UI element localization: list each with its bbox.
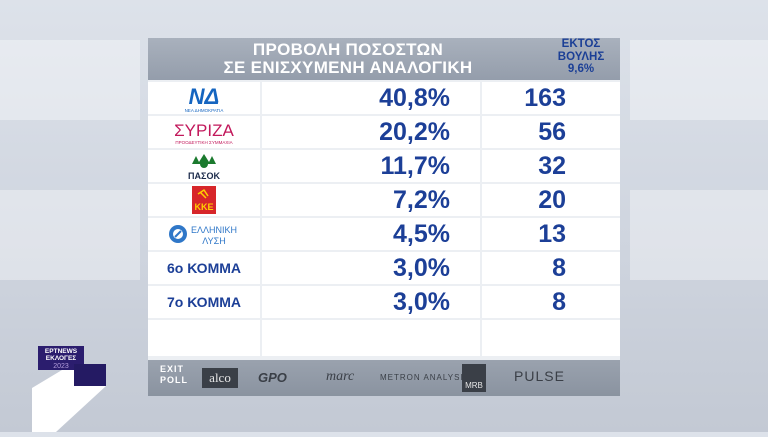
svg-text:ΛΥΣΗ: ΛΥΣΗ <box>202 236 225 246</box>
percentage-cell: 4,5% <box>262 218 480 250</box>
party-row: ΝΔ ΝΕΑ ΔΗΜΟΚΡΑΤΙΑ 40,8% 163 <box>148 82 620 115</box>
svg-text:ΣΥΡΙΖΑ: ΣΥΡΙΖΑ <box>174 121 234 140</box>
pollster-marc: marc <box>326 369 355 384</box>
percentage-cell: 3,0% <box>262 252 480 284</box>
party-logo-cell: ΠΑΣΟΚ <box>148 150 260 182</box>
party-row: ΣΥΡΙΖΑ ΠΡΟΟΔΕΥΤΙΚΗ ΣΥΜΜΑΧΙΑ 20,2% 56 <box>148 116 620 149</box>
ertnews-elections-logo: ΕΡΤNEWS ΕΚΛΟΓΕΣ 2023 <box>32 346 114 432</box>
background-panel <box>0 40 140 120</box>
pollster-pulse: PULSE <box>514 368 565 384</box>
background-panel <box>630 40 768 120</box>
empty-cell <box>482 320 620 356</box>
pollster-gpo: GPO <box>258 370 287 385</box>
party-logo-cell: ΣΥΡΙΖΑ ΠΡΟΟΔΕΥΤΙΚΗ ΣΥΜΜΑΧΙΑ <box>148 116 260 148</box>
svg-text:ΠΡΟΟΔΕΥΤΙΚΗ ΣΥΜΜΑΧΙΑ: ΠΡΟΟΔΕΥΤΙΚΗ ΣΥΜΜΑΧΙΑ <box>175 140 232 145</box>
pollster-alco: alco <box>202 368 238 388</box>
seats-cell: 163 <box>482 82 620 114</box>
percentage-cell: 7,2% <box>262 184 480 216</box>
pollsters-footer: EXIT POLL alco GPO marc METRON ANALYSIS … <box>148 360 620 396</box>
exit-poll-label: EXIT POLL <box>160 364 188 386</box>
svg-text:2023: 2023 <box>53 363 69 370</box>
seats-cell: 56 <box>482 116 620 148</box>
party-row: 6ο ΚΟΜΜΑ 3,0% 8 <box>148 252 620 285</box>
svg-text:ΕΛΛΗΝΙΚΗ: ΕΛΛΗΝΙΚΗ <box>191 225 237 235</box>
party-percentage: 7,2% <box>393 186 450 214</box>
pollster-metron: METRON ANALYSIS <box>380 373 470 382</box>
seats-cell: 20 <box>482 184 620 216</box>
party-percentage: 4,5% <box>393 220 450 248</box>
out-label-1: ΕΚΤΟΣ <box>561 38 601 50</box>
pasok-logo: ΠΑΣΟΚ <box>188 154 220 181</box>
seats-cell: 32 <box>482 150 620 182</box>
party-row: ΠΑΣΟΚ 11,7% 32 <box>148 150 620 183</box>
out-of-parliament: ΕΚΤΟΣ ΒΟΥΛΗΣ 9,6% <box>546 38 616 76</box>
party-logo-cell: ΚΚΕ <box>148 184 260 216</box>
percentage-cell: 20,2% <box>262 116 480 148</box>
party-percentage: 11,7% <box>380 152 450 180</box>
percentage-cell: 3,0% <box>262 286 480 318</box>
party-seats: 20 <box>538 186 566 214</box>
out-label-2: ΒΟΥΛΗΣ <box>557 50 605 63</box>
percentage-cell: 40,8% <box>262 82 480 114</box>
party-name-cell: 7ο ΚΟΜΜΑ <box>148 286 260 318</box>
svg-text:ΠΑΣΟΚ: ΠΑΣΟΚ <box>188 171 220 181</box>
out-value: 9,6% <box>567 63 595 75</box>
party-name-cell: 6ο ΚΟΜΜΑ <box>148 252 260 284</box>
background-panel <box>630 190 768 280</box>
panel-header: ΠΡΟΒΟΛΗ ΠΟΣΟΣΤΩΝ ΣΕ ΕΝΙΣΧΥΜΕΝΗ ΑΝΑΛΟΓΙΚΗ… <box>148 38 620 80</box>
empty-cell <box>148 320 260 356</box>
party-name: 7ο ΚΟΜΜΑ <box>166 294 242 310</box>
nd-logo: ΝΔ ΝΕΑ ΔΗΜΟΚΡΑΤΙΑ <box>185 84 224 113</box>
svg-text:ΕΡΤNEWS: ΕΡΤNEWS <box>45 348 78 355</box>
svg-text:ΚΚΕ: ΚΚΕ <box>194 202 213 212</box>
poll-label: POLL <box>160 375 188 385</box>
party-percentage: 20,2% <box>379 118 450 146</box>
party-seats: 13 <box>538 220 566 248</box>
results-panel: ΠΡΟΒΟΛΗ ΠΟΣΟΣΤΩΝ ΣΕ ΕΝΙΣΧΥΜΕΝΗ ΑΝΑΛΟΓΙΚΗ… <box>148 38 620 396</box>
party-percentage: 40,8% <box>379 84 450 112</box>
syriza-logo: ΣΥΡΙΖΑ ΠΡΟΟΔΕΥΤΙΚΗ ΣΥΜΜΑΧΙΑ <box>174 121 234 145</box>
background-panel <box>0 190 140 280</box>
party-row: 7ο ΚΟΜΜΑ 3,0% 8 <box>148 286 620 319</box>
party-row: ΕΛΛΗΝΙΚΗ ΛΥΣΗ 4,5% 13 <box>148 218 620 251</box>
empty-row <box>148 320 620 356</box>
party-percentage: 3,0% <box>393 254 450 282</box>
svg-text:ΝΔ: ΝΔ <box>189 84 220 109</box>
party-seats: 8 <box>552 254 566 282</box>
ballot-box-icon: ΕΡΤNEWS ΕΚΛΟΓΕΣ 2023 <box>32 346 106 432</box>
header-title-line1: ΠΡΟΒΟΛΗ ΠΟΣΟΣΤΩΝ <box>252 40 444 59</box>
pollster-mrb: MRB <box>462 364 486 392</box>
kke-logo: ΚΚΕ <box>192 186 216 214</box>
elliniki-lysi-logo: ΕΛΛΗΝΙΚΗ ΛΥΣΗ <box>169 225 237 246</box>
party-seats: 163 <box>524 84 566 112</box>
percentage-cell: 11,7% <box>262 150 480 182</box>
seats-cell: 13 <box>482 218 620 250</box>
party-seats: 8 <box>552 288 566 316</box>
svg-text:ΕΚΛΟΓΕΣ: ΕΚΛΟΓΕΣ <box>46 355 76 362</box>
seats-cell: 8 <box>482 252 620 284</box>
exit-label: EXIT <box>160 364 185 374</box>
svg-text:ΝΕΑ ΔΗΜΟΚΡΑΤΙΑ: ΝΕΑ ΔΗΜΟΚΡΑΤΙΑ <box>185 108 224 113</box>
party-seats: 32 <box>538 152 566 180</box>
seats-cell: 8 <box>482 286 620 318</box>
party-seats: 56 <box>538 118 566 146</box>
empty-cell <box>262 320 480 356</box>
party-logo-cell: ΝΔ ΝΕΑ ΔΗΜΟΚΡΑΤΙΑ <box>148 82 260 114</box>
party-name: 6ο ΚΟΜΜΑ <box>166 260 242 276</box>
header-title-line2: ΣΕ ΕΝΙΣΧΥΜΕΝΗ ΑΝΑΛΟΓΙΚΗ <box>223 58 473 77</box>
party-row: ΚΚΕ 7,2% 20 <box>148 184 620 217</box>
party-logo-cell: ΕΛΛΗΝΙΚΗ ΛΥΣΗ <box>148 218 260 250</box>
party-percentage: 3,0% <box>393 288 450 316</box>
